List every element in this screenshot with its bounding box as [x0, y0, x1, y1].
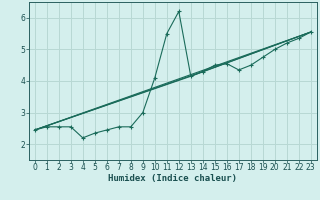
X-axis label: Humidex (Indice chaleur): Humidex (Indice chaleur) [108, 174, 237, 183]
